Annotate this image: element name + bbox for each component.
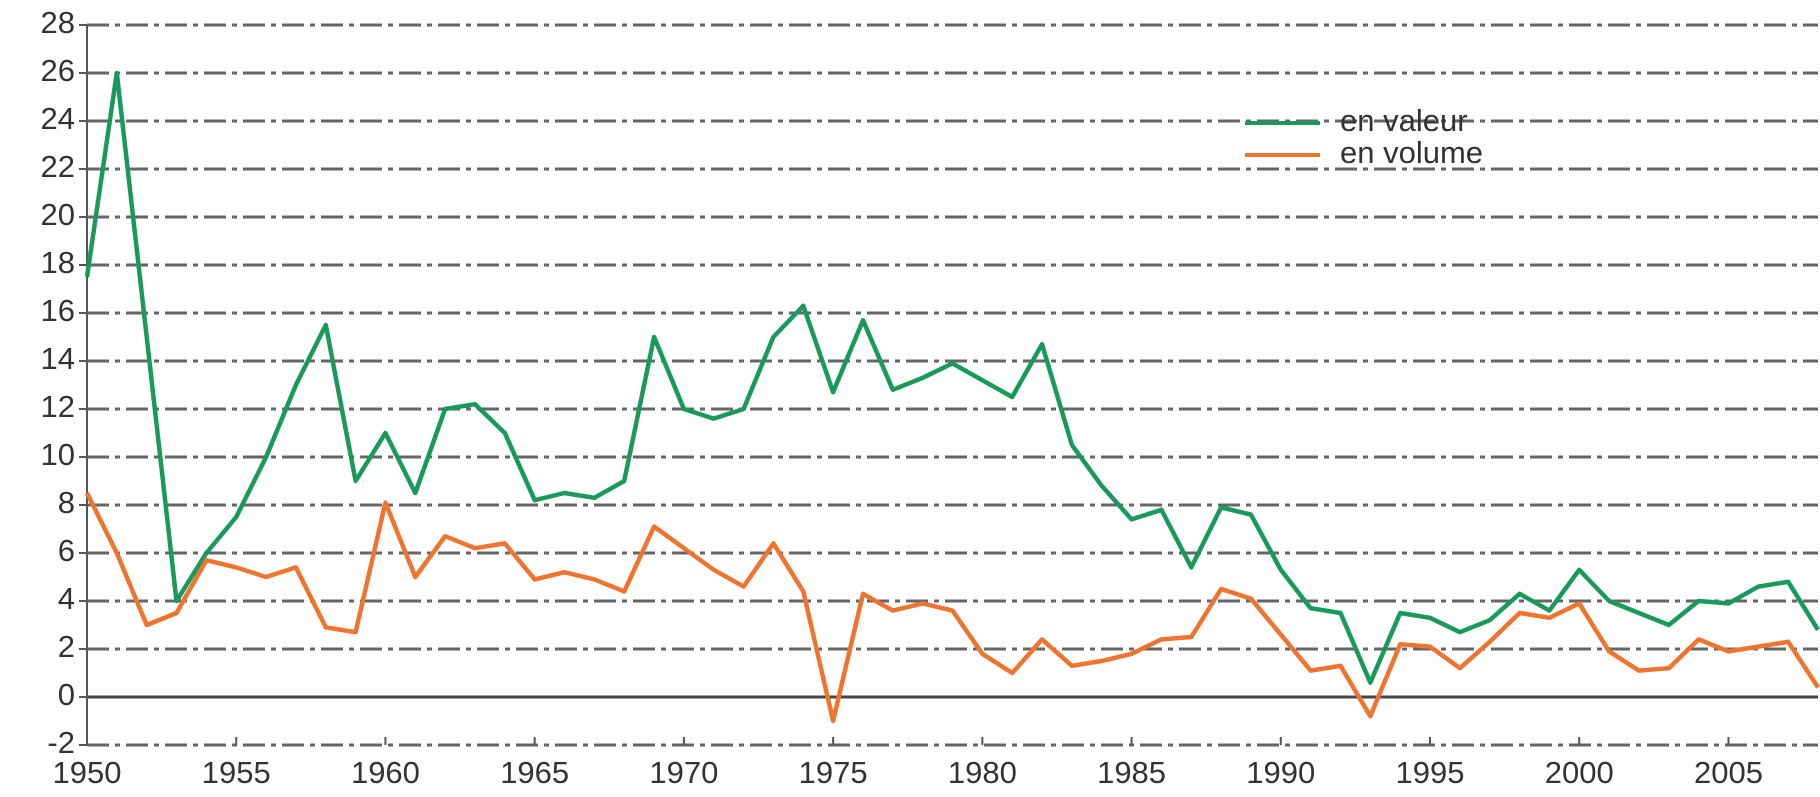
- x-tick-label: 1960: [351, 755, 420, 790]
- x-tick-label: 2005: [1694, 755, 1763, 790]
- y-tick-label: 2: [58, 629, 75, 664]
- x-tick-label: 1955: [202, 755, 271, 790]
- x-tick-label: 2000: [1545, 755, 1614, 790]
- y-tick-label: 24: [41, 101, 75, 136]
- line-series: [84, 491, 1820, 724]
- y-tick-label: 4: [58, 581, 75, 616]
- y-tick-label: 22: [41, 149, 75, 184]
- y-tick-label: 18: [41, 245, 75, 280]
- legend-label: en volume: [1340, 135, 1483, 170]
- x-tick-label: 1980: [948, 755, 1017, 790]
- x-tick-label: 1975: [799, 755, 868, 790]
- x-tick-label: 1970: [649, 755, 718, 790]
- y-tick-label: 0: [58, 677, 75, 712]
- x-tick-label: 1985: [1097, 755, 1166, 790]
- y-tick-label: 14: [41, 341, 75, 376]
- y-tick-label: 26: [41, 53, 75, 88]
- x-tick-label: 1990: [1246, 755, 1315, 790]
- y-tick-label: 16: [41, 293, 75, 328]
- y-tick-label: -2: [47, 725, 75, 760]
- line-series: [84, 70, 1820, 685]
- x-tick-label: 1995: [1396, 755, 1465, 790]
- legend-label: en valeur: [1340, 103, 1468, 138]
- y-tick-label: 28: [41, 5, 75, 40]
- y-tick-label: 10: [41, 437, 75, 472]
- y-tick-label: 8: [58, 485, 75, 520]
- x-tick-label: 1950: [53, 755, 122, 790]
- y-tick-label: 12: [41, 389, 75, 424]
- x-tick-label: 1965: [500, 755, 569, 790]
- y-tick-label: 20: [41, 197, 75, 232]
- y-tick-label: 6: [58, 533, 75, 568]
